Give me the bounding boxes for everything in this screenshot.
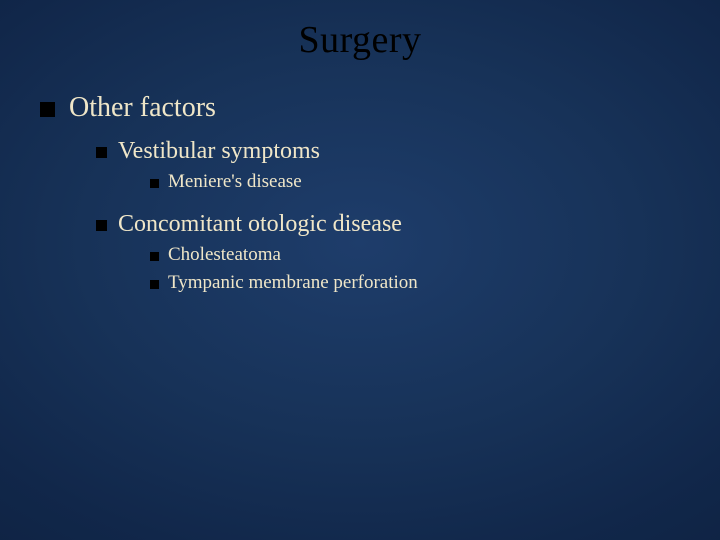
bullet-l1: Other factors <box>40 92 720 124</box>
bullet-square-icon <box>150 252 159 261</box>
bullet-l3: Tympanic membrane perforation <box>150 272 720 294</box>
bullet-l2: Vestibular symptoms <box>96 138 720 165</box>
bullet-square-icon <box>96 220 107 231</box>
bullet-text: Tympanic membrane perforation <box>168 272 418 294</box>
bullet-l3: Meniere's disease <box>150 171 720 193</box>
bullet-l2: Concomitant otologic disease <box>96 211 720 238</box>
bullet-square-icon <box>40 102 55 117</box>
bullet-square-icon <box>150 280 159 289</box>
bullet-l3: Cholesteatoma <box>150 244 720 266</box>
bullet-text: Vestibular symptoms <box>118 138 320 165</box>
slide: Surgery Other factors Vestibular symptom… <box>0 0 720 540</box>
bullet-text: Concomitant otologic disease <box>118 211 402 238</box>
bullet-text: Other factors <box>69 92 216 124</box>
bullet-text: Cholesteatoma <box>168 244 281 266</box>
bullet-text: Meniere's disease <box>168 171 302 193</box>
bullet-square-icon <box>150 179 159 188</box>
slide-title: Surgery <box>0 0 720 62</box>
bullet-square-icon <box>96 147 107 158</box>
